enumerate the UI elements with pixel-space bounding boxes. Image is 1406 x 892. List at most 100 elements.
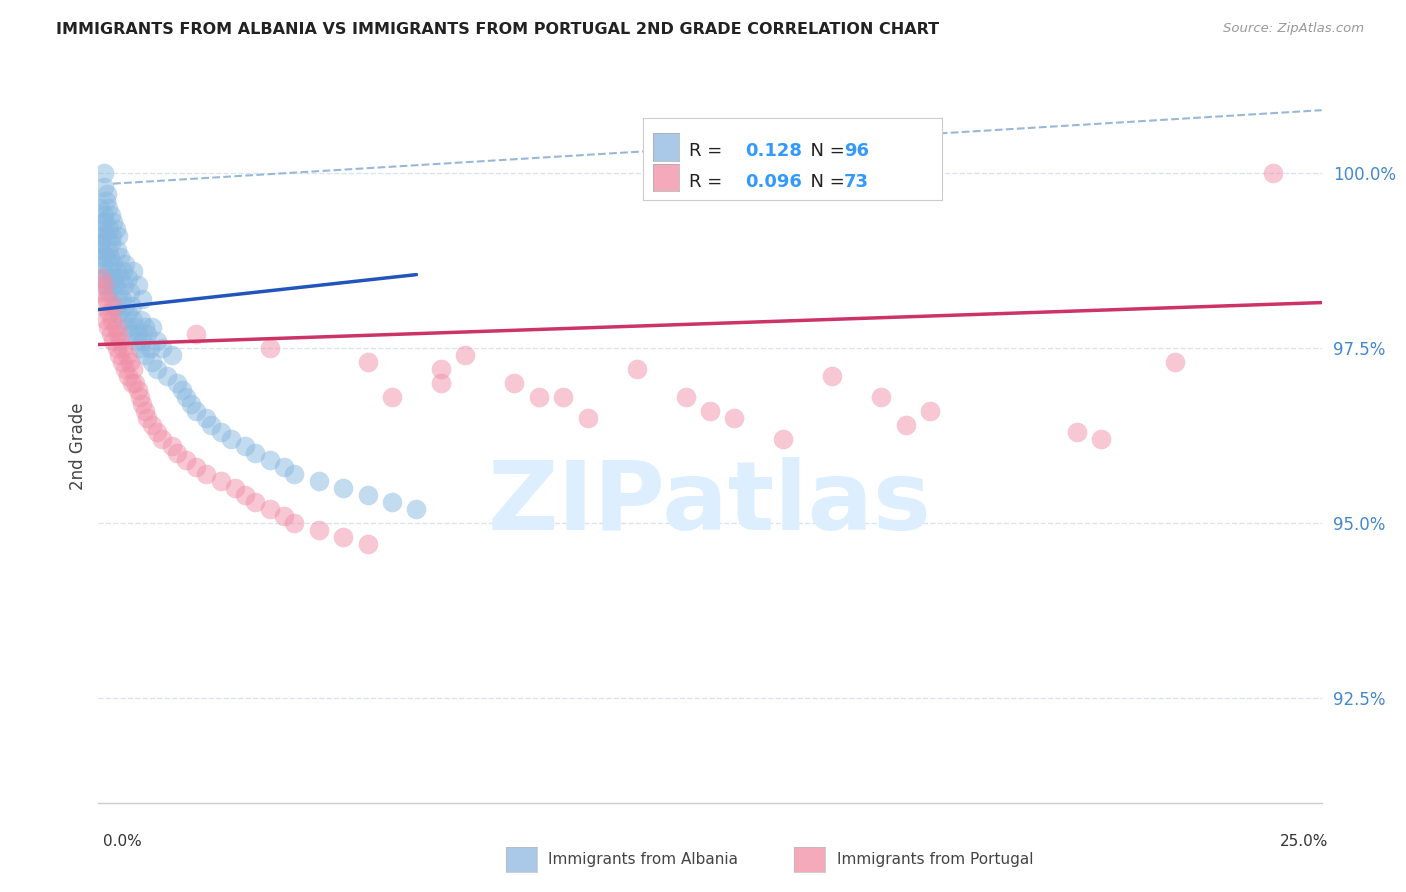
Point <box>104 222 127 236</box>
Point <box>121 362 143 376</box>
Point <box>100 271 122 285</box>
Point <box>273 460 295 475</box>
Point <box>356 537 378 551</box>
Point <box>104 299 127 313</box>
Point <box>111 292 134 306</box>
Point <box>93 278 115 293</box>
Point <box>233 439 256 453</box>
Text: IMMIGRANTS FROM ALBANIA VS IMMIGRANTS FROM PORTUGAL 2ND GRADE CORRELATION CHART: IMMIGRANTS FROM ALBANIA VS IMMIGRANTS FR… <box>56 22 939 37</box>
Point <box>195 411 218 425</box>
Point <box>121 376 143 390</box>
Point <box>91 285 114 299</box>
Point <box>110 271 132 285</box>
Point <box>120 327 142 342</box>
Point <box>273 508 295 523</box>
Point <box>1066 425 1088 439</box>
Point <box>131 334 153 348</box>
Point <box>107 229 129 244</box>
Point <box>127 327 149 342</box>
Point <box>308 474 330 488</box>
Point <box>108 285 131 299</box>
Point <box>98 306 121 320</box>
Point <box>107 327 129 342</box>
Point <box>141 417 163 432</box>
Point <box>166 376 188 390</box>
Point <box>91 299 114 313</box>
Point <box>96 278 118 293</box>
Point <box>98 264 121 278</box>
Point <box>97 243 120 257</box>
Point <box>233 488 256 502</box>
Point <box>101 313 124 327</box>
Point <box>156 369 179 384</box>
Point <box>136 327 159 342</box>
Point <box>675 390 697 404</box>
Text: Immigrants from Albania: Immigrants from Albania <box>548 853 738 867</box>
Point <box>89 201 111 215</box>
Point <box>131 397 153 411</box>
Point <box>90 250 112 264</box>
Point <box>772 432 794 446</box>
Text: R =: R = <box>689 173 728 191</box>
Text: 25.0%: 25.0% <box>1281 834 1329 849</box>
Point <box>699 404 721 418</box>
Point <box>101 257 124 271</box>
Point <box>430 376 453 390</box>
Point <box>224 481 246 495</box>
Point <box>124 376 146 390</box>
Point <box>243 446 266 460</box>
Point <box>96 229 118 244</box>
Point <box>105 264 128 278</box>
Point <box>626 362 648 376</box>
Point <box>283 467 305 481</box>
Point <box>259 502 281 516</box>
Point <box>111 355 134 369</box>
Point <box>129 341 152 355</box>
Point <box>101 215 124 229</box>
Point <box>111 313 134 327</box>
Point <box>141 320 163 334</box>
Text: N =: N = <box>799 173 851 191</box>
Point <box>105 341 128 355</box>
Point <box>90 236 112 251</box>
Point <box>91 264 114 278</box>
Point <box>723 411 745 425</box>
Point <box>381 495 404 509</box>
Point <box>101 285 124 299</box>
Point <box>94 271 117 285</box>
Text: Immigrants from Portugal: Immigrants from Portugal <box>837 853 1033 867</box>
Point <box>576 411 599 425</box>
Point <box>131 313 153 327</box>
Point <box>243 495 266 509</box>
Point <box>170 383 193 397</box>
Point <box>180 397 202 411</box>
Point <box>527 390 550 404</box>
Point <box>141 355 163 369</box>
Point <box>117 369 139 384</box>
Point <box>115 320 138 334</box>
Point <box>111 341 134 355</box>
Point <box>146 425 169 439</box>
Point <box>186 460 208 475</box>
Point <box>121 264 143 278</box>
Point <box>121 313 143 327</box>
Point <box>93 180 115 194</box>
Point <box>821 369 844 384</box>
Point <box>125 334 148 348</box>
Point <box>134 404 156 418</box>
Point <box>112 278 135 293</box>
Point <box>104 320 127 334</box>
Point <box>894 417 917 432</box>
Point <box>100 327 122 342</box>
Text: Source: ZipAtlas.com: Source: ZipAtlas.com <box>1223 22 1364 36</box>
Point <box>93 208 115 222</box>
Point <box>103 271 125 285</box>
Point <box>114 299 136 313</box>
Point <box>121 299 143 313</box>
Text: 0.128: 0.128 <box>745 143 803 161</box>
Point <box>91 215 114 229</box>
Point <box>870 390 893 404</box>
Text: 96: 96 <box>844 143 869 161</box>
Point <box>91 229 114 244</box>
Point <box>111 264 134 278</box>
